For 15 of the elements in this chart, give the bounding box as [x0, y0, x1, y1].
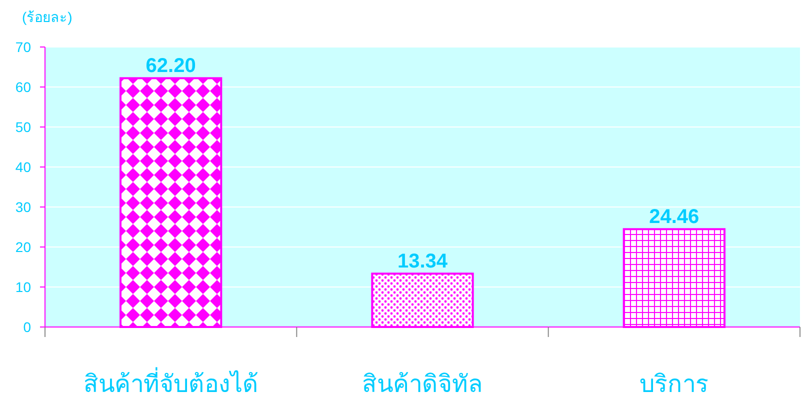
y-tick-label: 20	[15, 239, 32, 255]
data-label: 24.46	[649, 206, 700, 228]
x-tick-label: สินค้าดิจิทัล	[362, 371, 483, 398]
x-tick-label: สินค้าที่จับต้องได้	[83, 367, 258, 398]
data-label: 13.34	[397, 250, 448, 273]
data-label: 62.20	[146, 55, 196, 78]
y-tick-label: 0	[23, 319, 32, 335]
y-tick-label: 50	[15, 119, 32, 135]
y-axis-title: (ร้อยละ)	[22, 9, 72, 25]
y-tick-label: 70	[15, 39, 32, 55]
y-tick-label: 10	[15, 279, 32, 295]
x-tick-label: บริการ	[640, 371, 709, 398]
y-tick-label: 60	[15, 79, 32, 95]
y-tick-label: 30	[15, 199, 32, 215]
y-tick-label: 40	[15, 159, 32, 175]
